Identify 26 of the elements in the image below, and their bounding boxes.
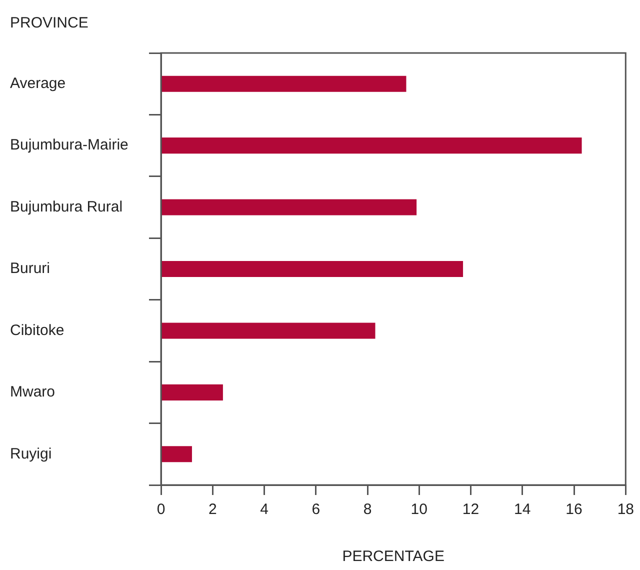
bar bbox=[162, 384, 223, 400]
y-tick-label: Bururi bbox=[10, 260, 50, 278]
x-tick-label: 4 bbox=[260, 501, 268, 518]
y-tick-label: Cibitoke bbox=[10, 322, 64, 339]
y-tick-label: Mwaro bbox=[10, 384, 56, 401]
y-axis-title: PROVINCE bbox=[10, 14, 88, 32]
x-tick-label: 14 bbox=[514, 501, 531, 518]
x-tick-label: 10 bbox=[410, 501, 428, 518]
x-tick-label: 6 bbox=[312, 501, 320, 518]
x-tick-label: 0 bbox=[156, 501, 166, 518]
y-tick-label: Average bbox=[10, 75, 66, 92]
bar bbox=[162, 199, 417, 216]
y-tick-label: Bujumbura-Mairie bbox=[10, 136, 128, 154]
x-tick-label: 12 bbox=[462, 501, 480, 518]
x-tick-label: 8 bbox=[363, 501, 372, 518]
bar bbox=[162, 76, 406, 92]
x-tick-label: 16 bbox=[566, 501, 582, 518]
x-axis-title: PERCENTAGE bbox=[342, 548, 444, 566]
y-tick-label: Bujumbura Rural bbox=[10, 198, 123, 216]
bar bbox=[162, 260, 464, 278]
bar bbox=[162, 322, 376, 339]
x-tick-label: 18 bbox=[617, 501, 634, 518]
bar bbox=[162, 138, 582, 154]
bar bbox=[162, 446, 192, 462]
x-tick-label: 2 bbox=[208, 501, 217, 518]
y-tick-label: Ruyigi bbox=[10, 445, 52, 462]
